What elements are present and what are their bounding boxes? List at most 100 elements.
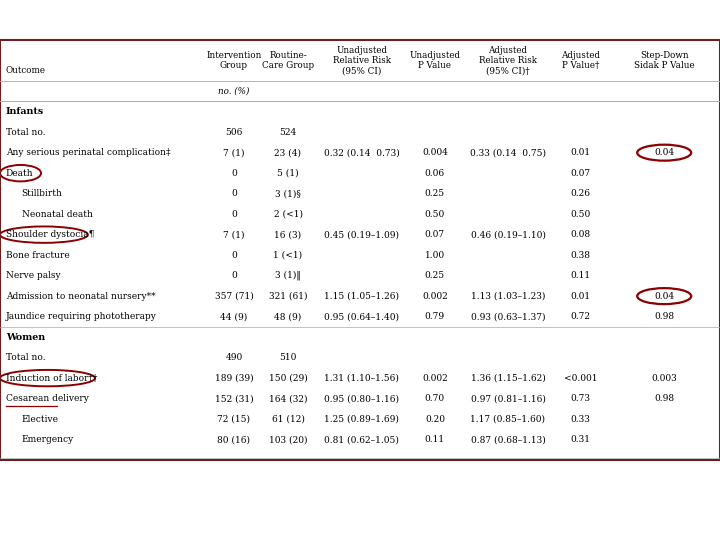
Text: 0.06: 0.06: [425, 168, 445, 178]
Text: 0: 0: [231, 251, 237, 260]
Text: Routine-
Care Group: Routine- Care Group: [262, 51, 314, 70]
Text: 61 (12): 61 (12): [271, 415, 305, 423]
Text: 3 (1)§: 3 (1)§: [275, 189, 301, 198]
Text: 0.11: 0.11: [425, 435, 445, 444]
Text: 0.08: 0.08: [571, 230, 590, 239]
Text: 5 (1): 5 (1): [277, 168, 299, 178]
Text: 0.11: 0.11: [571, 271, 590, 280]
Text: 3 (1)‖: 3 (1)‖: [275, 271, 301, 280]
Text: <0.001: <0.001: [564, 374, 598, 383]
Text: 0.20: 0.20: [425, 415, 445, 423]
Text: 0.07: 0.07: [571, 168, 590, 178]
Text: Bone fracture: Bone fracture: [6, 251, 70, 260]
Text: 189 (39): 189 (39): [215, 374, 253, 383]
Text: Induction of labor††: Induction of labor††: [6, 374, 97, 383]
Text: 80 (16): 80 (16): [217, 435, 251, 444]
Text: 0.04: 0.04: [654, 148, 674, 157]
Text: 0.25: 0.25: [425, 271, 445, 280]
Text: 1.13 (1.03–1.23): 1.13 (1.03–1.23): [471, 292, 545, 301]
Text: 0.25: 0.25: [425, 189, 445, 198]
Text: Total no.: Total no.: [6, 127, 45, 137]
Text: 510: 510: [279, 353, 297, 362]
Text: 1.15 (1.05–1.26): 1.15 (1.05–1.26): [324, 292, 400, 301]
Text: 1.00: 1.00: [425, 251, 445, 260]
Text: 0.32 (0.14  0.73): 0.32 (0.14 0.73): [324, 148, 400, 157]
Text: 0.07: 0.07: [425, 230, 445, 239]
Text: 1.36 (1.15–1.62): 1.36 (1.15–1.62): [471, 374, 545, 383]
Text: 23 (4): 23 (4): [274, 148, 302, 157]
Text: 72 (15): 72 (15): [217, 415, 251, 423]
Text: 0.003: 0.003: [652, 374, 677, 383]
Text: 0.38: 0.38: [571, 251, 590, 260]
Text: 0.87 (0.68–1.13): 0.87 (0.68–1.13): [471, 435, 545, 444]
Text: Elective: Elective: [22, 415, 58, 423]
Text: 0.95 (0.64–1.40): 0.95 (0.64–1.40): [324, 312, 400, 321]
Text: Primary Clinical Outcomes among the Infants and Their Mothers.*: Primary Clinical Outcomes among the Infa…: [11, 12, 557, 28]
Text: 0.97 (0.81–1.16): 0.97 (0.81–1.16): [471, 394, 545, 403]
Text: 0.31: 0.31: [571, 435, 590, 444]
Text: Women: Women: [6, 333, 45, 342]
Text: 150 (29): 150 (29): [269, 374, 307, 383]
Text: Infants: Infants: [6, 107, 44, 116]
Text: Admission to neonatal nursery**: Admission to neonatal nursery**: [6, 292, 156, 301]
Text: 0.33 (0.14  0.75): 0.33 (0.14 0.75): [470, 148, 546, 157]
Text: Any serious perinatal complication‡: Any serious perinatal complication‡: [6, 148, 170, 157]
Text: 44 (9): 44 (9): [220, 312, 248, 321]
Text: Neonatal death: Neonatal death: [22, 210, 92, 219]
Text: 7 (1): 7 (1): [223, 148, 245, 157]
Text: Step-Down
Sidak P Value: Step-Down Sidak P Value: [634, 51, 695, 70]
Text: 0.04: 0.04: [654, 292, 674, 301]
Text: 164 (32): 164 (32): [269, 394, 307, 403]
Text: 0: 0: [231, 189, 237, 198]
Text: 16 (3): 16 (3): [274, 230, 302, 239]
Text: 1 (<1): 1 (<1): [274, 251, 302, 260]
Text: 0.98: 0.98: [654, 394, 674, 403]
Text: 0.46 (0.19–1.10): 0.46 (0.19–1.10): [471, 230, 545, 239]
Text: 1.25 (0.89–1.69): 1.25 (0.89–1.69): [325, 415, 399, 423]
Text: 0.50: 0.50: [570, 210, 591, 219]
Text: 357 (71): 357 (71): [215, 292, 253, 301]
Text: 0.01: 0.01: [571, 292, 590, 301]
Text: 152 (31): 152 (31): [215, 394, 253, 403]
Text: Adjusted
P Value†: Adjusted P Value†: [561, 51, 600, 70]
Text: 0.70: 0.70: [425, 394, 445, 403]
Text: Nerve palsy: Nerve palsy: [6, 271, 60, 280]
Text: 0.45 (0.19–1.09): 0.45 (0.19–1.09): [324, 230, 400, 239]
Text: The rate of serious perinatal outcomes among the infants (defined by one or more: The rate of serious perinatal outcomes a…: [11, 477, 522, 515]
Text: 321 (61): 321 (61): [269, 292, 307, 301]
Text: 1.17 (0.85–1.60): 1.17 (0.85–1.60): [470, 415, 546, 423]
Text: 506: 506: [225, 127, 243, 137]
Text: 0.79: 0.79: [425, 312, 445, 321]
Text: Shoulder dystocia¶: Shoulder dystocia¶: [6, 230, 94, 239]
Text: 2 (<1): 2 (<1): [274, 210, 302, 219]
Text: Outcome: Outcome: [6, 66, 46, 75]
Text: Unadjusted
Relative Risk
(95% CI): Unadjusted Relative Risk (95% CI): [333, 45, 391, 76]
Text: 0.93 (0.63–1.37): 0.93 (0.63–1.37): [471, 312, 545, 321]
Text: 0.50: 0.50: [425, 210, 445, 219]
Text: 0.002: 0.002: [422, 374, 448, 383]
Text: 0.26: 0.26: [571, 189, 590, 198]
Text: Adjusted
Relative Risk
(95% CI)†: Adjusted Relative Risk (95% CI)†: [479, 45, 537, 76]
Text: 1.31 (1.10–1.56): 1.31 (1.10–1.56): [325, 374, 399, 383]
Text: 0: 0: [231, 271, 237, 280]
Text: Cesarean delivery: Cesarean delivery: [6, 394, 89, 403]
Text: 490: 490: [225, 353, 243, 362]
Text: 7 (1): 7 (1): [223, 230, 245, 239]
Text: 103 (20): 103 (20): [269, 435, 307, 444]
Text: Unadjusted
P Value: Unadjusted P Value: [410, 51, 460, 70]
Text: 0.98: 0.98: [654, 312, 674, 321]
Text: 0: 0: [231, 168, 237, 178]
Text: 0.95 (0.80–1.16): 0.95 (0.80–1.16): [324, 394, 400, 403]
Text: Stillbirth: Stillbirth: [22, 189, 63, 198]
Text: 0.81 (0.62–1.05): 0.81 (0.62–1.05): [325, 435, 399, 444]
Text: Intervention
Group: Intervention Group: [207, 51, 261, 70]
Text: Emergency: Emergency: [22, 435, 74, 444]
Text: 0.004: 0.004: [422, 148, 448, 157]
Text: Total no.: Total no.: [6, 353, 45, 362]
Text: no. (%): no. (%): [218, 87, 250, 96]
Text: 0.002: 0.002: [422, 292, 448, 301]
Text: 0.72: 0.72: [571, 312, 590, 321]
Text: 0.01: 0.01: [571, 148, 590, 157]
Text: 0: 0: [231, 210, 237, 219]
Text: Jaundice requiring phototherapy: Jaundice requiring phototherapy: [6, 312, 157, 321]
